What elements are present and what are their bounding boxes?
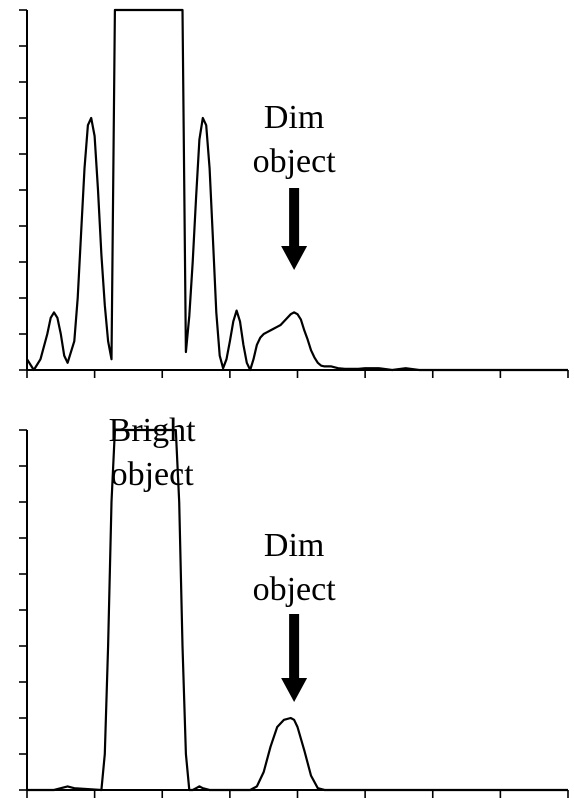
annotation-arrow-shaft — [289, 188, 300, 248]
annotation-label: Dim — [264, 99, 324, 136]
annotation-label: object — [111, 456, 195, 493]
bottom-panel: Bright object Dim object — [19, 412, 569, 798]
annotation-arrow-head — [281, 246, 308, 270]
annotation-label: object — [253, 571, 337, 608]
annotation-label: Bright — [109, 412, 196, 449]
annotation-label: Dim — [264, 527, 324, 564]
top-panel: Dim object — [19, 8, 569, 378]
annotation-arrow-shaft — [289, 614, 300, 680]
series-line-0 — [26, 8, 568, 372]
series-line-0 — [27, 428, 568, 792]
annotation-arrow-head — [281, 678, 308, 702]
annotation-label: object — [253, 143, 337, 180]
